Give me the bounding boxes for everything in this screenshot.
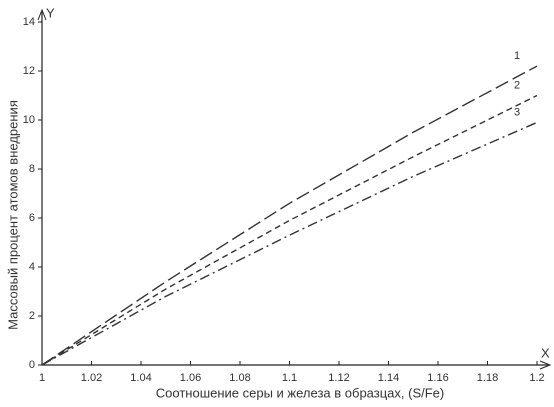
series-line (41, 121, 538, 366)
series-line (41, 94, 538, 366)
x-tick-label: 1.16 (427, 372, 448, 384)
x-axis-label: Соотношение серы и железа в образцах, (S… (156, 385, 444, 400)
y-tick-label: 2 (29, 310, 35, 322)
x-tick-label: 1.08 (229, 372, 250, 384)
x-tick-label: 1.12 (328, 372, 349, 384)
x-axis-letter: X (541, 345, 550, 360)
series-label: 1 (514, 50, 520, 62)
x-tick-label: 1.2 (529, 372, 544, 384)
y-tick-label: 10 (23, 114, 35, 126)
y-tick-label: 14 (23, 16, 35, 28)
x-tick-label: 1.02 (81, 372, 102, 384)
y-arrow (37, 8, 47, 21)
x-arrow (539, 360, 552, 370)
y-tick-label: 4 (29, 261, 35, 273)
y-tick-label: 8 (29, 163, 35, 175)
x-tick-label: 1.04 (130, 372, 151, 384)
x-tick-label: 1 (39, 372, 45, 384)
y-axis-letter: Y (46, 5, 55, 20)
x-tick-label: 1.06 (180, 372, 201, 384)
series-label: 2 (514, 79, 520, 91)
series-label: 3 (514, 106, 520, 118)
x-tick-label: 1.14 (378, 372, 399, 384)
x-tick-label: 1.1 (282, 372, 297, 384)
series-line (41, 65, 538, 366)
y-tick-label: 12 (23, 65, 35, 77)
y-tick-label: 6 (29, 212, 35, 224)
y-tick-label: 0 (29, 359, 35, 371)
y-axis-label: Массовый процент атомов внедрения (5, 100, 20, 330)
x-tick-label: 1.18 (477, 372, 498, 384)
